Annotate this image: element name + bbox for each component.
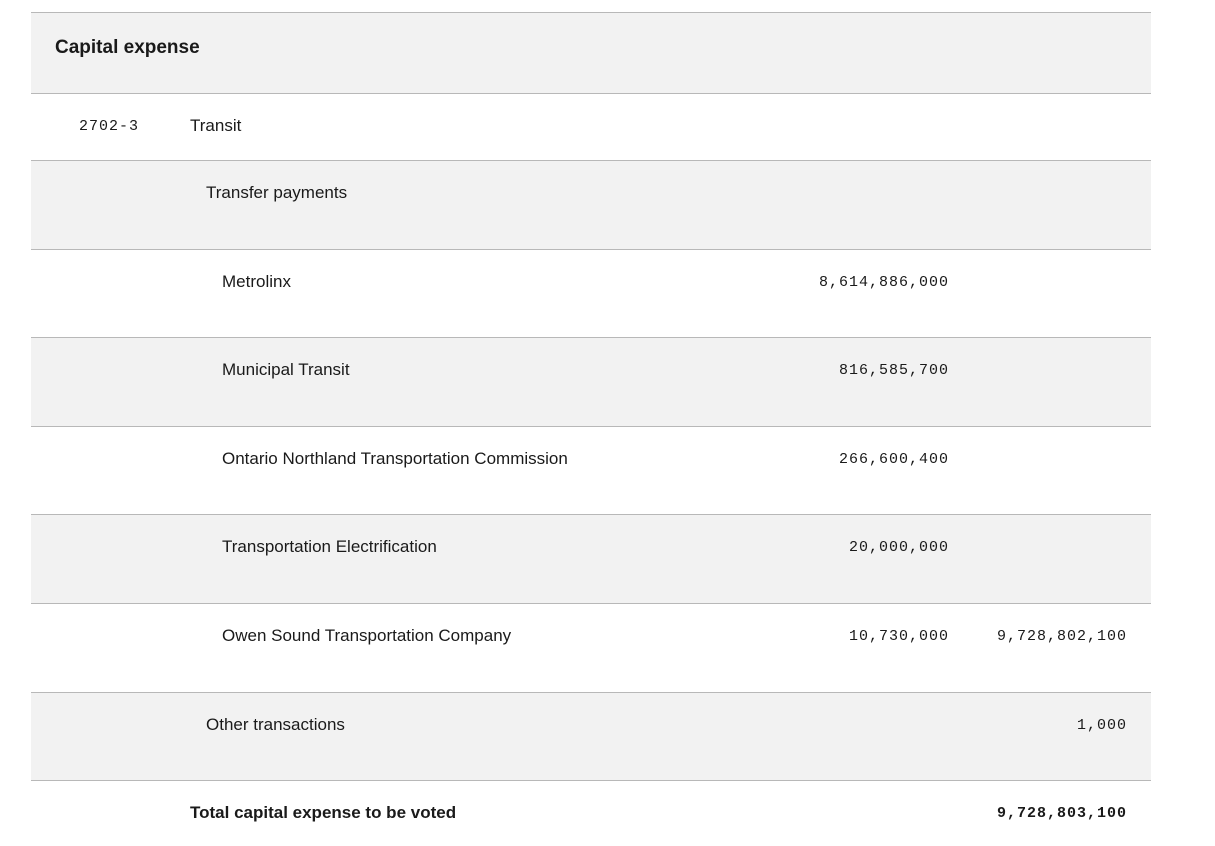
item-amount: 266,600,400: [838, 451, 949, 468]
table-row: Transportation Electrification 20,000,00…: [31, 514, 1151, 603]
total-label: Total capital expense to be voted: [190, 803, 457, 822]
item-label: Ontario Northland Transportation Commiss…: [222, 449, 568, 468]
item-label: Owen Sound Transportation Company: [222, 626, 512, 645]
vote-name: Transit: [190, 116, 242, 135]
section-title: Capital expense: [55, 37, 200, 58]
item-amount: 10,730,000: [848, 628, 949, 645]
total-amount: 9,728,803,100: [996, 805, 1127, 822]
item-amount: 8,614,886,000: [818, 274, 949, 291]
group-row-other-transactions: Other transactions 1,000: [31, 692, 1151, 780]
group-row-transfer-payments: Transfer payments: [31, 160, 1151, 249]
item-label: Metrolinx: [222, 272, 291, 291]
table-row: Metrolinx 8,614,886,000: [31, 249, 1151, 337]
capital-expense-table: Capital expense 2702-3 Transit Transfer …: [31, 12, 1151, 844]
other-transactions-amount: 1,000: [1076, 717, 1127, 734]
vote-number: 2702-3: [79, 118, 140, 135]
total-row: Total capital expense to be voted 9,728,…: [31, 780, 1151, 844]
group-label: Transfer payments: [206, 183, 348, 202]
table-row: Ontario Northland Transportation Commiss…: [31, 426, 1151, 514]
item-amount: 20,000,000: [848, 539, 949, 556]
table-row: Owen Sound Transportation Company 10,730…: [31, 603, 1151, 692]
group-label: Other transactions: [206, 715, 345, 734]
item-label: Transportation Electrification: [222, 537, 437, 556]
table-row: Municipal Transit 816,585,700: [31, 337, 1151, 426]
item-amount: 816,585,700: [838, 362, 949, 379]
item-label: Municipal Transit: [222, 360, 350, 379]
section-header-row: Capital expense: [31, 12, 1151, 93]
vote-row: 2702-3 Transit: [31, 93, 1151, 160]
item-subtotal: 9,728,802,100: [996, 628, 1127, 645]
